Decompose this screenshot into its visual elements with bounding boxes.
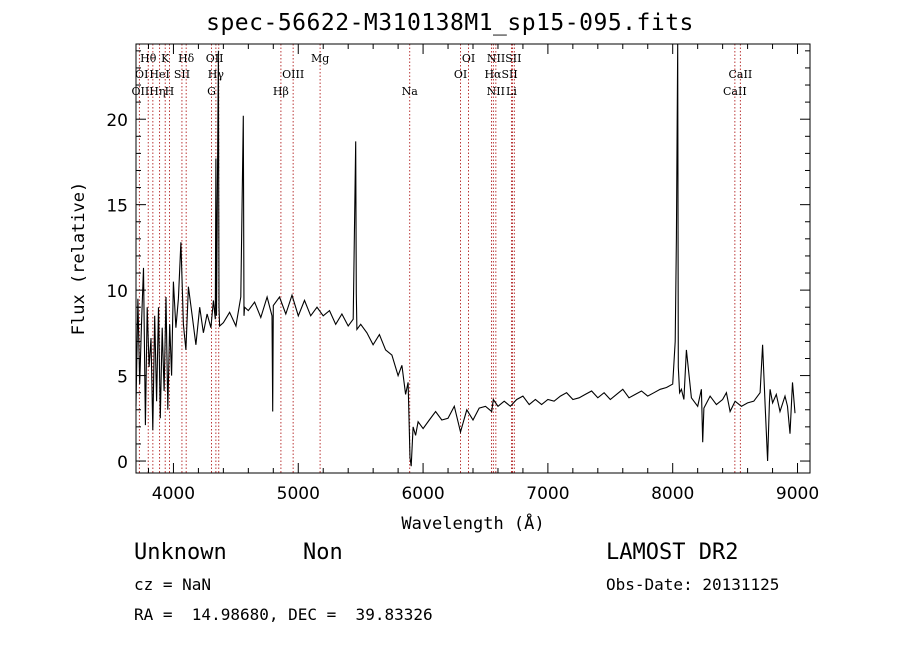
spectral-line-label: OI [454, 68, 467, 81]
spectral-line-label: Mg [311, 52, 329, 65]
x-axis-label: Wavelength (Å) [401, 512, 544, 534]
x-tick-label: 4000 [152, 484, 195, 504]
spectral-line-label: OI [135, 68, 148, 81]
object-class: Unknown [134, 540, 227, 565]
y-axis: 0 5 10 15 20 [106, 50, 810, 473]
spectral-line-label: HeI [149, 68, 169, 81]
spectrum-line [135, 43, 796, 467]
spectral-line-label: Li [506, 85, 517, 98]
x-tick-label: 9000 [776, 484, 819, 504]
spectral-line-label: OIII [282, 68, 304, 81]
spectrum-series [135, 43, 796, 467]
x-tick-label: 7000 [526, 484, 569, 504]
plot-frame [135, 43, 811, 474]
observation-date: Obs-Date: 20131125 [606, 575, 780, 594]
spectral-line-label: H [165, 85, 175, 98]
sky-coordinates: RA = 14.98680, DEC = 39.83326 [134, 605, 433, 624]
spectral-line-label: Hδ [178, 52, 195, 65]
spectral-line-label: OII [206, 52, 224, 65]
spectral-line-label: K [161, 52, 170, 65]
redshift-value: cz = NaN [134, 575, 212, 594]
spectral-line-label: OIIHη [132, 85, 166, 98]
y-axis-label: Flux (relative) [69, 182, 89, 336]
spectral-line-label: Hγ [208, 68, 225, 81]
y-tick-label: 15 [106, 197, 128, 217]
spectral-line-label: CaII [729, 68, 753, 81]
spectral-line-label: G [207, 85, 216, 98]
y-tick-label: 20 [106, 111, 128, 131]
spectral-marker-lines [138, 44, 741, 473]
y-tick-label: 0 [117, 453, 128, 473]
spectral-line-label: Hθ [140, 52, 157, 65]
survey-name: LAMOST DR2 [606, 540, 739, 565]
spectral-line-label: Hβ [273, 85, 289, 98]
spectral-line-label: OI [462, 52, 475, 65]
chart-title: spec-56622-M310138M1_sp15-095.fits [206, 10, 694, 36]
spectral-line-label: SII [174, 68, 190, 81]
spectral-line-label: NII [487, 85, 505, 98]
spectral-line-label: NIISII [487, 52, 522, 65]
x-tick-label: 6000 [401, 484, 444, 504]
x-axis: 4000 5000 6000 7000 8000 9000 [147, 44, 819, 504]
spectral-line-label: CaII [723, 85, 747, 98]
y-tick-label: 5 [117, 368, 128, 388]
x-tick-label: 5000 [277, 484, 320, 504]
spectral-line-label: Na [402, 85, 419, 98]
x-tick-label: 8000 [651, 484, 694, 504]
object-subclass: Non [303, 540, 343, 565]
y-tick-label: 10 [106, 282, 128, 302]
spectral-line-label: HαSII [484, 68, 517, 81]
